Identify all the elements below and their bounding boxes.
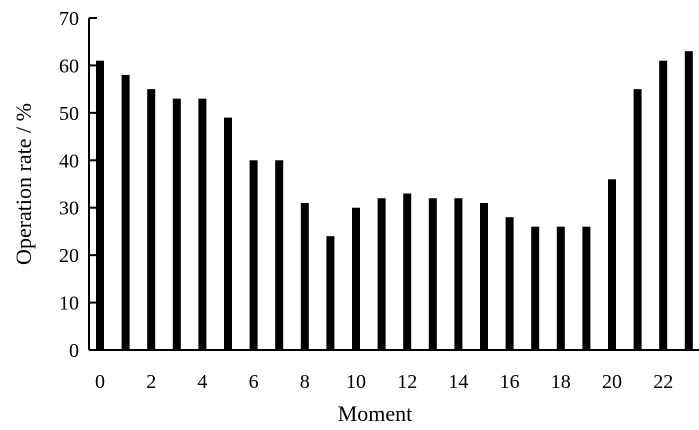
- bar-2: [147, 89, 156, 351]
- bar-9: [326, 236, 335, 350]
- bar-0: [96, 60, 104, 350]
- y-tick-label-70: 70: [59, 8, 79, 30]
- x-tick-label-8: 8: [300, 371, 310, 393]
- bar-20: [608, 179, 616, 350]
- y-tick-label-50: 50: [59, 103, 79, 125]
- y-tick-label-30: 30: [59, 198, 79, 220]
- bar-13: [428, 198, 437, 350]
- x-tick-label-4: 4: [197, 371, 207, 393]
- bar-4: [198, 98, 207, 350]
- bar-12: [403, 193, 412, 350]
- bar-15: [480, 202, 488, 350]
- x-axis-title: Moment: [338, 401, 413, 426]
- y-tick-label-20: 20: [59, 245, 79, 267]
- x-tick-label-14: 14: [448, 371, 468, 393]
- bar-1: [121, 74, 130, 351]
- bar-19: [582, 226, 591, 350]
- bar-5: [224, 117, 232, 350]
- bar-6: [249, 160, 258, 350]
- x-tick-label-22: 22: [653, 371, 673, 393]
- bar-3: [172, 98, 181, 350]
- bar-21: [633, 89, 642, 351]
- x-tick-label-16: 16: [500, 371, 520, 393]
- y-tick-label-60: 60: [59, 55, 79, 77]
- x-tick-label-6: 6: [249, 371, 259, 393]
- y-tick-label-10: 10: [59, 293, 79, 315]
- bar-23: [684, 51, 693, 350]
- y-tick-label-0: 0: [69, 340, 79, 362]
- x-ticks-group: 0 2 4 6 8 10 12 14 16 18 20 22: [95, 344, 690, 393]
- bar-11: [377, 198, 386, 350]
- y-tick-label-40: 40: [59, 150, 79, 172]
- y-ticks-group: 0 10 20 30 40 50 60 70: [59, 8, 97, 362]
- bar-17: [531, 226, 540, 350]
- x-tick-label-12: 12: [397, 371, 417, 393]
- x-tick-label-0: 0: [95, 371, 105, 393]
- bar-22: [659, 60, 668, 350]
- bar-8: [300, 202, 309, 350]
- bar-10: [352, 207, 360, 350]
- bar-7: [275, 160, 284, 350]
- bar-18: [556, 226, 565, 350]
- x-tick-label-10: 10: [346, 371, 366, 393]
- bars-group: [96, 51, 693, 351]
- bar-14: [454, 198, 463, 350]
- bar-16: [505, 217, 514, 350]
- x-tick-label-18: 18: [551, 371, 571, 393]
- x-tick-label-2: 2: [146, 371, 156, 393]
- x-tick-label-20: 20: [602, 371, 622, 393]
- y-axis-title: Operation rate / %: [11, 103, 36, 265]
